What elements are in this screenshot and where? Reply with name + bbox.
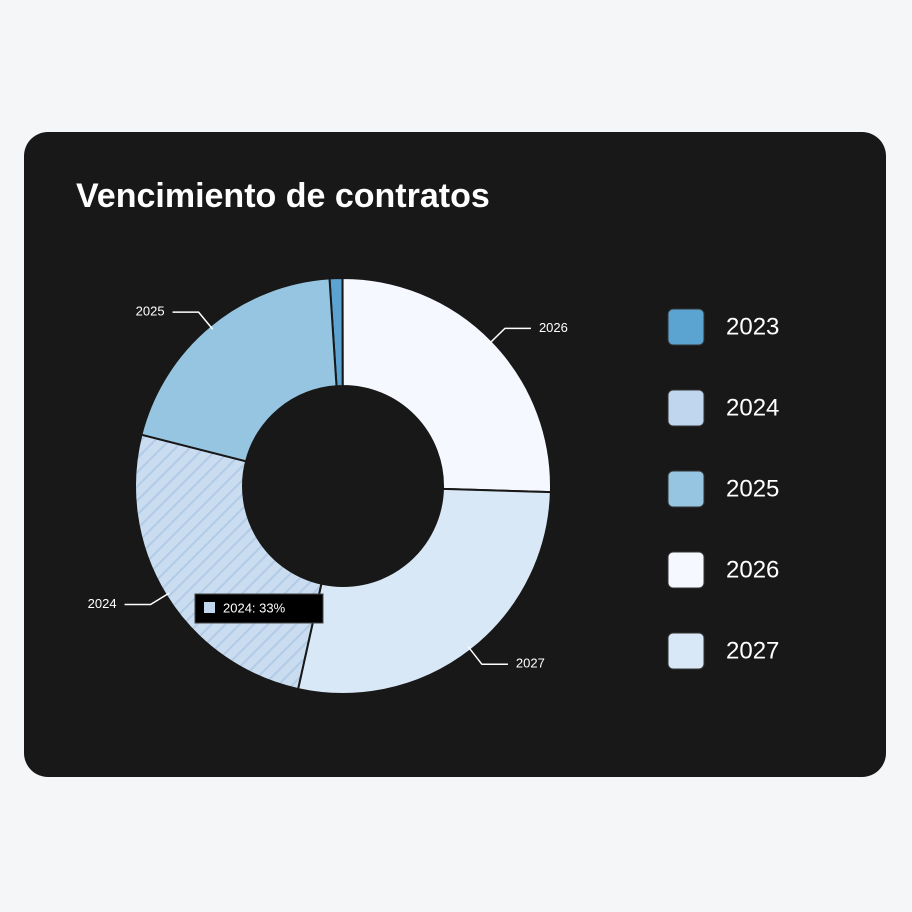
leader-line xyxy=(172,311,214,330)
slice-label: 2024 xyxy=(88,596,117,611)
slice xyxy=(296,487,552,695)
slice xyxy=(341,276,552,494)
slice-label: 2025 xyxy=(136,304,165,319)
leader-line xyxy=(124,592,170,606)
slice xyxy=(134,433,323,691)
legend-swatch xyxy=(667,308,705,346)
legend-label: 2027 xyxy=(726,637,779,664)
slice-label: 2027 xyxy=(516,656,545,671)
legend-label: 2025 xyxy=(726,475,779,502)
legend-label: 2024 xyxy=(726,394,779,421)
chart-title: Vencimiento de contratos xyxy=(76,177,490,215)
tooltip-swatch xyxy=(204,602,215,613)
slice-label: 2026 xyxy=(539,320,568,335)
legend-swatch xyxy=(667,632,705,670)
legend-label: 2026 xyxy=(726,556,779,583)
legend-swatch xyxy=(667,551,705,589)
legend-label: 2023 xyxy=(726,313,779,340)
leader-line xyxy=(488,327,531,345)
tooltip-box xyxy=(194,593,324,624)
legend-swatch xyxy=(667,389,705,427)
legend-swatch xyxy=(667,470,705,508)
leader-line xyxy=(467,646,508,666)
tooltip-text: 2024: 33% xyxy=(223,600,286,615)
slice xyxy=(140,277,338,463)
